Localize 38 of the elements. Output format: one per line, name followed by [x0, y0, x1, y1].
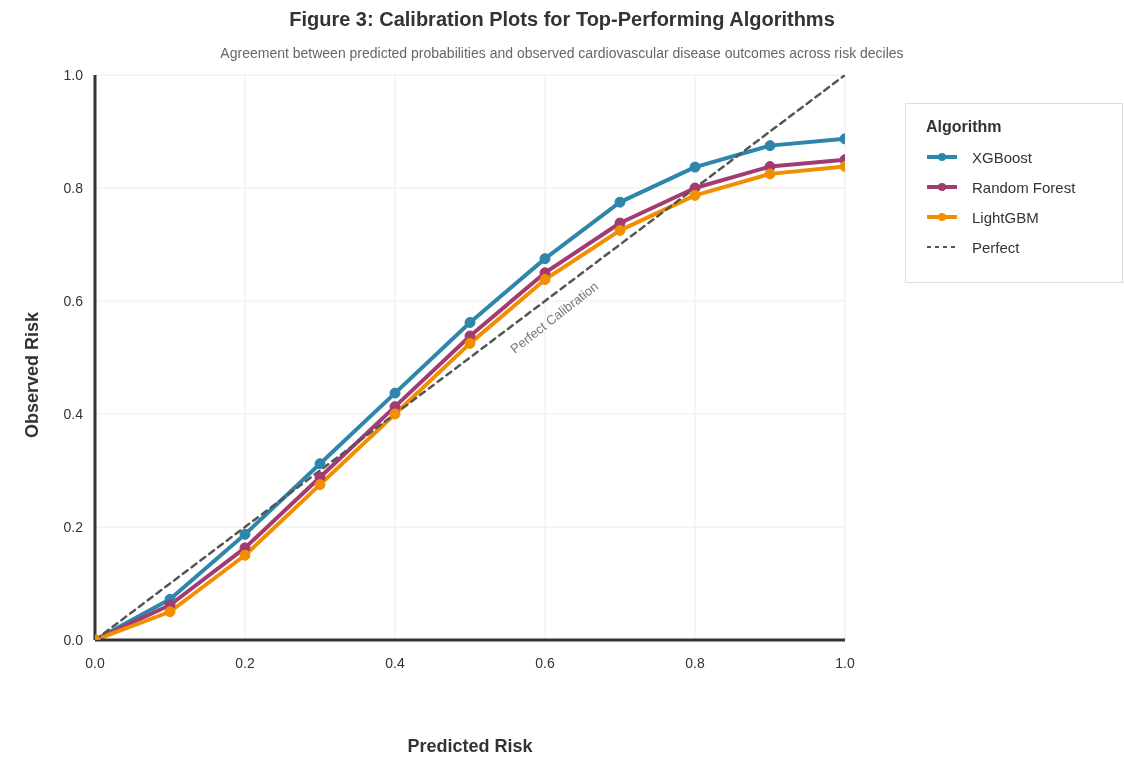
y-tick-label: 0.4	[63, 405, 84, 422]
x-tick-label: 0.8	[685, 654, 705, 671]
y-tick-label: 0.6	[63, 292, 84, 309]
point	[389, 387, 401, 399]
point	[764, 168, 776, 180]
chart-subtitle: Agreement between predicted probabilities and observed cardiovascular disease outcomes across risk deciles	[219, 45, 905, 61]
legend-title: Algorithm	[926, 118, 1003, 136]
x-tick-label: 0.0	[85, 654, 105, 671]
point	[239, 549, 251, 561]
x-tick-label: 1.0	[835, 654, 855, 671]
x-axis-title: Predicted Risk	[407, 735, 533, 757]
point	[614, 224, 626, 236]
point	[614, 196, 626, 208]
point	[539, 253, 551, 265]
point	[389, 408, 401, 420]
legend-label: LightGBM	[972, 208, 1039, 226]
point	[464, 337, 476, 349]
y-tick-label: 0.2	[63, 518, 84, 535]
point	[689, 189, 701, 201]
chart-title: Figure 3: Calibration Plots for Top-Performing Algorithms	[288, 8, 836, 31]
y-tick-label: 0.8	[63, 179, 84, 196]
legend-label: Random Forest	[972, 178, 1076, 196]
point	[689, 161, 701, 173]
point	[239, 528, 251, 540]
x-tick-label: 0.2	[235, 654, 255, 671]
point	[314, 458, 326, 470]
legend-label: XGBoost	[972, 148, 1033, 166]
y-tick-label: 0.0	[63, 631, 84, 648]
point	[164, 606, 176, 618]
x-tick-label: 0.4	[385, 654, 405, 671]
point	[539, 274, 551, 286]
point	[314, 479, 326, 491]
y-axis-title: Observed Risk	[21, 311, 43, 439]
y-tick-label: 1.0	[63, 66, 84, 83]
legend-label: Perfect	[972, 238, 1020, 256]
x-tick-label: 0.6	[535, 654, 555, 671]
point	[464, 316, 476, 328]
point	[764, 140, 776, 152]
